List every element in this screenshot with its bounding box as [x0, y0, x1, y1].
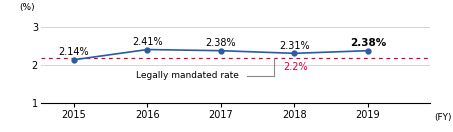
Text: (FY): (FY) [434, 113, 452, 122]
Text: (%): (%) [19, 3, 35, 12]
Text: 2.14%: 2.14% [58, 47, 89, 57]
Text: 2.38%: 2.38% [206, 38, 236, 48]
Text: 2.38%: 2.38% [350, 38, 386, 48]
Text: Legally mandated rate: Legally mandated rate [136, 71, 239, 80]
Text: 2.41%: 2.41% [132, 37, 163, 47]
Text: 2.2%: 2.2% [283, 62, 308, 72]
Text: 2.31%: 2.31% [279, 41, 310, 51]
